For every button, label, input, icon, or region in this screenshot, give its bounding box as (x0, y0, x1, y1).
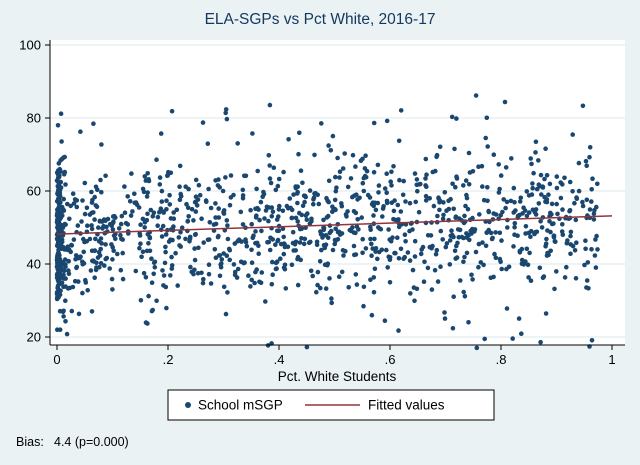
x-axis-label: Pct. White Students (278, 369, 397, 384)
x-tick-label: .4 (274, 352, 285, 367)
legend: School mSGP Fitted values (167, 389, 495, 421)
bias-note-value: 4.4 (p=0.000) (54, 435, 129, 449)
y-tick-labels: 20 40 60 80 100 (19, 38, 50, 345)
x-tick-label: 1 (608, 352, 615, 367)
legend-dot-marker (185, 402, 191, 408)
chart-title: ELA-SGPs vs Pct White, 2016-17 (205, 11, 436, 28)
fitted-values-line (56, 215, 613, 235)
x-tick-label: 0 (53, 352, 60, 367)
legend-label-fitted-values: Fitted values (368, 398, 445, 413)
y-tick-label: 20 (27, 330, 41, 345)
legend-label-school-msgp: School mSGP (198, 398, 283, 413)
y-tick-label: 40 (27, 257, 41, 272)
x-tick-labels: 0 .2 .4 .6 .8 1 (53, 345, 616, 367)
x-tick-label: .6 (385, 352, 396, 367)
x-tick-label: .2 (163, 352, 174, 367)
bias-note: Bias: 4.4 (p=0.000) (16, 435, 129, 449)
y-tick-label: 100 (19, 38, 41, 53)
bias-note-label: Bias: (16, 435, 44, 449)
scatter-series-school-msgp (54, 93, 600, 351)
axes (49, 40, 625, 346)
y-tick-label: 80 (27, 111, 41, 126)
x-tick-label: .8 (496, 352, 507, 367)
y-tick-label: 60 (27, 184, 41, 199)
